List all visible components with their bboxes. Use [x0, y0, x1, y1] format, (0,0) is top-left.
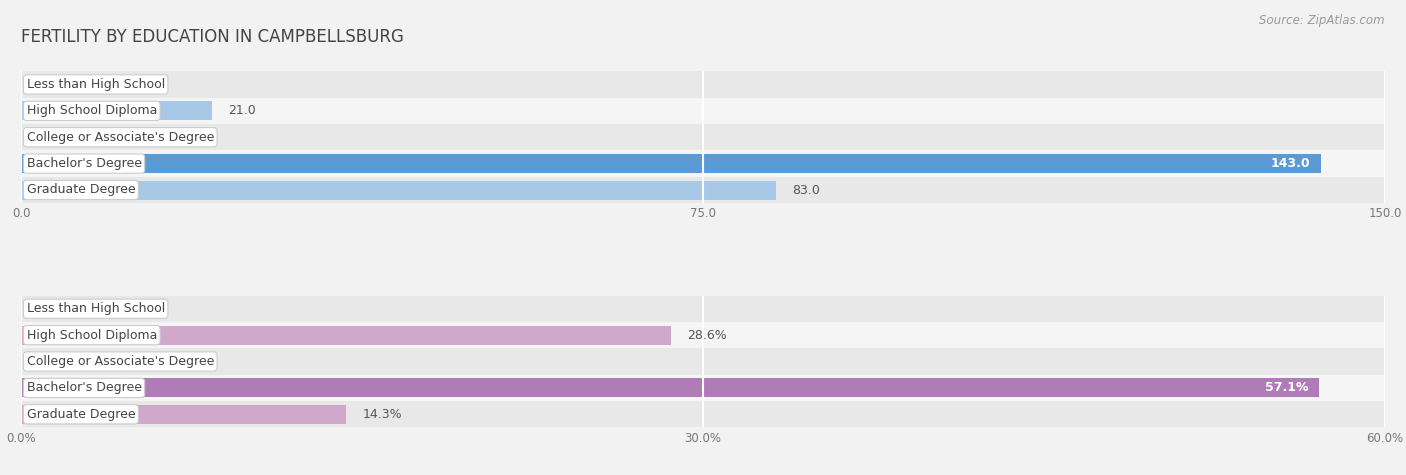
Bar: [21, 379, 1319, 398]
Text: 0.0%: 0.0%: [38, 355, 69, 368]
Text: 83.0: 83.0: [792, 183, 820, 197]
Text: 0.0: 0.0: [38, 131, 58, 144]
Text: High School Diploma: High School Diploma: [27, 104, 157, 117]
Bar: [21, 322, 1385, 348]
Bar: [21, 177, 1385, 203]
Bar: [21, 326, 671, 345]
Text: Source: ZipAtlas.com: Source: ZipAtlas.com: [1260, 14, 1385, 27]
Bar: [21, 98, 1385, 124]
Text: Graduate Degree: Graduate Degree: [27, 408, 135, 421]
Bar: [21, 180, 776, 200]
Text: 0.0: 0.0: [38, 78, 58, 91]
Bar: [21, 151, 1385, 177]
Text: 0.0%: 0.0%: [38, 302, 69, 315]
Text: High School Diploma: High School Diploma: [27, 329, 157, 342]
Text: 57.1%: 57.1%: [1264, 381, 1308, 394]
Bar: [21, 71, 1385, 98]
Text: College or Associate's Degree: College or Associate's Degree: [27, 355, 214, 368]
Bar: [21, 401, 1385, 428]
Text: 14.3%: 14.3%: [363, 408, 402, 421]
Bar: [21, 295, 1385, 322]
Text: Graduate Degree: Graduate Degree: [27, 183, 135, 197]
Text: Bachelor's Degree: Bachelor's Degree: [27, 381, 142, 394]
Text: 21.0: 21.0: [228, 104, 256, 117]
Bar: [21, 405, 346, 424]
Bar: [21, 101, 212, 120]
Text: Less than High School: Less than High School: [27, 78, 165, 91]
Text: College or Associate's Degree: College or Associate's Degree: [27, 131, 214, 144]
Text: 143.0: 143.0: [1271, 157, 1310, 170]
Bar: [21, 154, 1322, 173]
Text: FERTILITY BY EDUCATION IN CAMPBELLSBURG: FERTILITY BY EDUCATION IN CAMPBELLSBURG: [21, 28, 404, 47]
Text: Less than High School: Less than High School: [27, 302, 165, 315]
Bar: [21, 124, 1385, 151]
Bar: [21, 375, 1385, 401]
Text: 28.6%: 28.6%: [688, 329, 727, 342]
Text: Bachelor's Degree: Bachelor's Degree: [27, 157, 142, 170]
Bar: [21, 348, 1385, 375]
